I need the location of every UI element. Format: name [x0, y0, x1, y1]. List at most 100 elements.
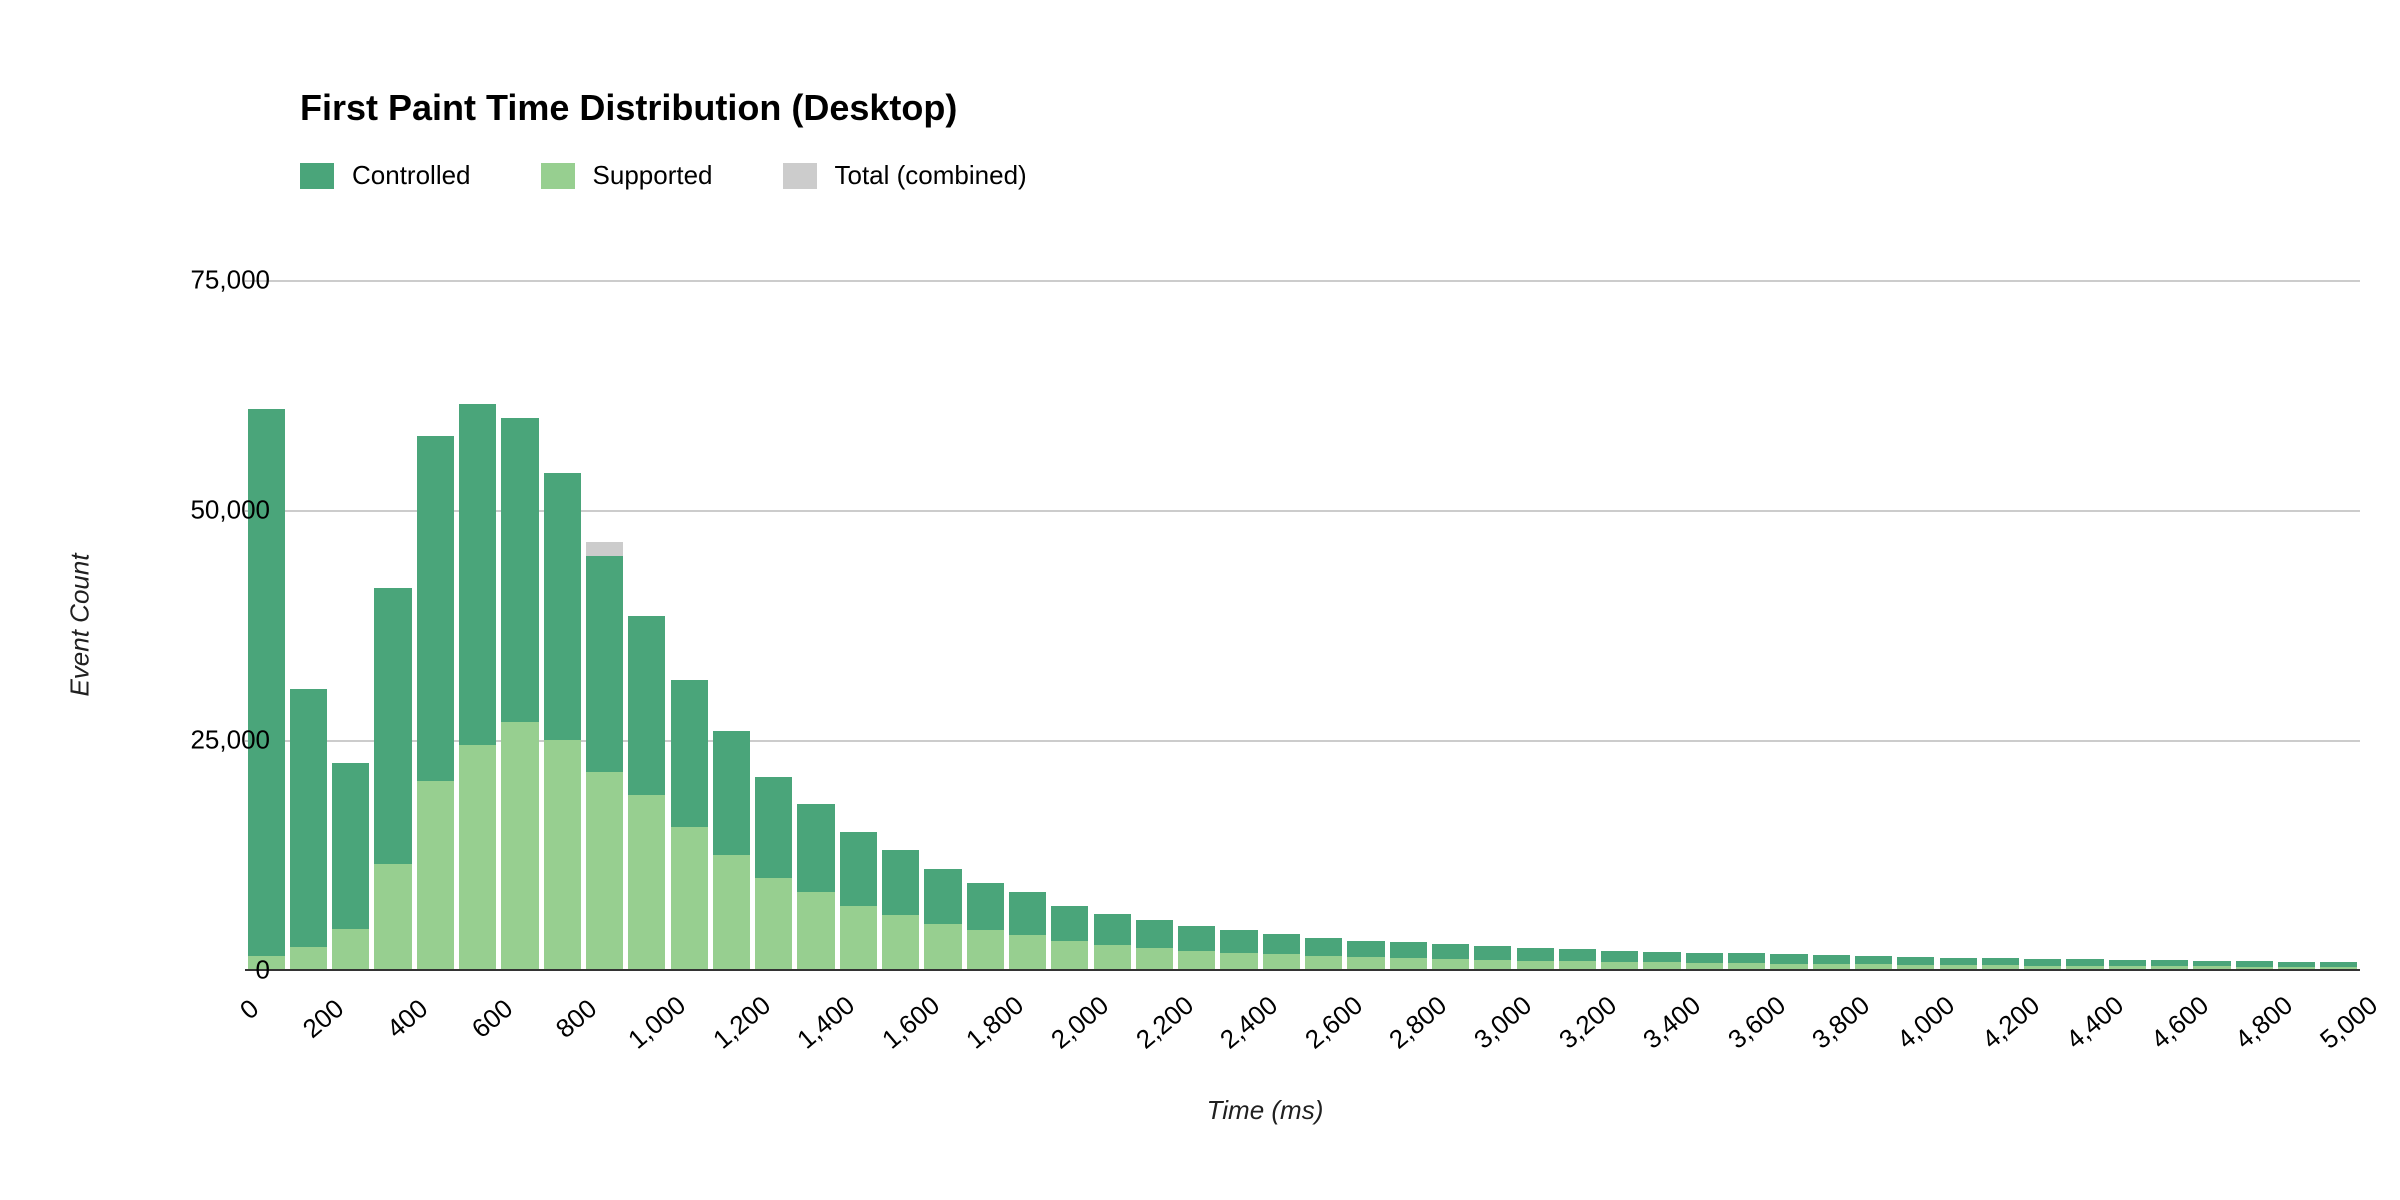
bar-controlled	[248, 409, 285, 970]
bar-supported	[755, 878, 792, 970]
chart-legend: Controlled Supported Total (combined)	[300, 160, 1027, 191]
y-tick-label: 75,000	[190, 265, 270, 296]
x-tick-label: 3,400	[1637, 993, 1703, 1055]
x-tick-label: 400	[368, 993, 434, 1055]
y-axis-label: Event Count	[65, 553, 96, 696]
x-tick-label: 2,000	[1045, 993, 1111, 1055]
x-tick-label: 1,800	[960, 993, 1026, 1055]
bar-supported	[1305, 956, 1342, 970]
bar-supported	[1009, 935, 1046, 970]
histogram-bin	[1051, 280, 1088, 970]
histogram-bin	[1813, 280, 1850, 970]
x-tick-label: 4,400	[2060, 993, 2126, 1055]
bar-supported	[797, 892, 834, 970]
histogram-bin	[1432, 280, 1469, 970]
x-tick-label: 3,000	[1468, 993, 1534, 1055]
x-tick-label: 4,200	[1976, 993, 2042, 1055]
histogram-bin	[628, 280, 665, 970]
histogram-bin	[1601, 280, 1638, 970]
x-tick-label: 4,600	[2145, 993, 2211, 1055]
y-tick-label: 50,000	[190, 495, 270, 526]
histogram-bin	[459, 280, 496, 970]
histogram-bin	[374, 280, 411, 970]
histogram-bin	[1559, 280, 1596, 970]
legend-label: Total (combined)	[835, 160, 1027, 191]
bar-supported	[713, 855, 750, 970]
x-tick-label: 4,800	[2229, 993, 2295, 1055]
bar-supported	[882, 915, 919, 970]
bar-supported	[671, 827, 708, 970]
histogram-bin	[1940, 280, 1977, 970]
x-tick-label: 200	[284, 993, 350, 1055]
histogram-bin	[1136, 280, 1173, 970]
bar-supported	[374, 864, 411, 970]
x-tick-label: 800	[537, 993, 603, 1055]
histogram-bin	[586, 280, 623, 970]
x-tick-label: 1,400	[791, 993, 857, 1055]
bar-supported	[628, 795, 665, 970]
legend-label: Controlled	[352, 160, 471, 191]
histogram-bin	[1728, 280, 1765, 970]
y-tick-label: 0	[256, 955, 270, 986]
histogram-bin	[924, 280, 961, 970]
x-tick-label: 3,600	[1722, 993, 1788, 1055]
histogram-bin	[2193, 280, 2230, 970]
legend-swatch	[783, 163, 817, 189]
histogram-bin	[1094, 280, 1131, 970]
histogram-bin	[2236, 280, 2273, 970]
histogram-bin	[1686, 280, 1723, 970]
x-tick-label: 2,800	[1383, 993, 1449, 1055]
histogram-bin	[1517, 280, 1554, 970]
legend-swatch	[300, 163, 334, 189]
histogram-bin	[797, 280, 834, 970]
bar-supported	[1178, 951, 1215, 970]
bar-supported	[840, 906, 877, 970]
x-tick-label: 3,800	[1806, 993, 1872, 1055]
histogram-bin	[417, 280, 454, 970]
x-baseline	[245, 969, 2360, 971]
histogram-bin	[2109, 280, 2146, 970]
histogram-bin	[1770, 280, 1807, 970]
bar-supported	[544, 740, 581, 970]
histogram-bin	[967, 280, 1004, 970]
bar-supported	[924, 924, 961, 970]
bar-supported	[1263, 954, 1300, 970]
bar-supported	[459, 745, 496, 970]
bar-controlled	[290, 689, 327, 970]
first-paint-histogram: First Paint Time Distribution (Desktop) …	[0, 0, 2400, 1200]
histogram-bin	[1897, 280, 1934, 970]
histogram-bin	[2278, 280, 2315, 970]
histogram-bin	[1474, 280, 1511, 970]
histogram-bin	[1178, 280, 1215, 970]
histogram-bin	[501, 280, 538, 970]
plot-area	[245, 280, 2360, 970]
histogram-bin	[882, 280, 919, 970]
bar-supported	[1220, 953, 1257, 970]
chart-title: First Paint Time Distribution (Desktop)	[300, 87, 957, 129]
bar-supported	[290, 947, 327, 970]
histogram-bin	[1305, 280, 1342, 970]
histogram-bin	[248, 280, 285, 970]
legend-label: Supported	[593, 160, 713, 191]
histogram-bin	[1855, 280, 1892, 970]
histogram-bin	[2066, 280, 2103, 970]
legend-item: Supported	[541, 160, 713, 191]
x-tick-label: 4,000	[1891, 993, 1957, 1055]
bar-supported	[417, 781, 454, 970]
x-tick-label: 600	[453, 993, 519, 1055]
histogram-bin	[671, 280, 708, 970]
legend-item: Total (combined)	[783, 160, 1027, 191]
x-axis-label: Time (ms)	[1207, 1095, 1324, 1126]
x-tick-label: 2,200	[1130, 993, 1196, 1055]
bar-supported	[1136, 948, 1173, 970]
histogram-bin	[2024, 280, 2061, 970]
x-tick-label: 1,600	[876, 993, 942, 1055]
x-tick-label: 1,000	[622, 993, 688, 1055]
bar-supported	[1051, 941, 1088, 970]
histogram-bin	[1220, 280, 1257, 970]
histogram-bin	[290, 280, 327, 970]
x-tick-label: 2,400	[1214, 993, 1280, 1055]
x-tick-label: 1,200	[707, 993, 773, 1055]
bar-supported	[586, 772, 623, 970]
y-tick-label: 25,000	[190, 725, 270, 756]
